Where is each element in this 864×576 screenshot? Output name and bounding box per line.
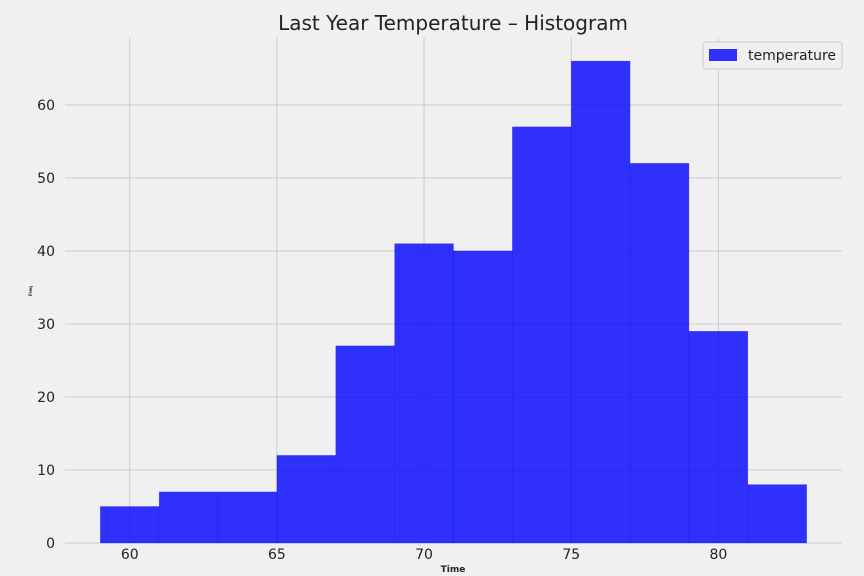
chart-title: Last Year Temperature – Histogram — [278, 11, 628, 35]
histogram-bar — [512, 126, 572, 544]
tick-labels: 60 65 70 75 80 0 10 20 30 40 50 60 — [37, 98, 727, 563]
histogram-bar — [747, 484, 807, 544]
histogram-bar — [629, 163, 690, 544]
histogram-bar — [453, 250, 513, 544]
legend-label: temperature — [748, 48, 836, 64]
y-tick-label: 10 — [37, 463, 55, 479]
histogram-bar — [688, 331, 749, 544]
legend: temperature — [702, 41, 843, 70]
y-tick-label: 0 — [46, 536, 55, 552]
y-axis-label: Freq — [28, 286, 33, 296]
histogram-bar — [394, 243, 454, 544]
histogram-bar — [100, 506, 160, 544]
y-tick-label: 20 — [37, 390, 55, 406]
histogram-bar — [335, 345, 395, 544]
y-tick-label: 40 — [37, 244, 55, 260]
histogram-bar — [276, 455, 337, 544]
histogram-bar — [217, 491, 278, 544]
x-tick-label: 75 — [562, 547, 580, 563]
legend-swatch — [709, 49, 737, 61]
bars — [100, 60, 807, 544]
x-tick-label: 60 — [121, 547, 139, 563]
x-tick-label: 65 — [268, 547, 286, 563]
legend-frame — [702, 41, 843, 70]
x-axis-label: Time — [441, 565, 466, 575]
y-tick-label: 60 — [37, 98, 55, 114]
x-tick-label: 70 — [415, 547, 433, 563]
y-tick-label: 50 — [37, 171, 55, 187]
histogram-bar — [570, 60, 631, 544]
histogram-bar — [158, 491, 219, 544]
y-tick-label: 30 — [37, 317, 55, 333]
x-tick-label: 80 — [709, 547, 727, 563]
